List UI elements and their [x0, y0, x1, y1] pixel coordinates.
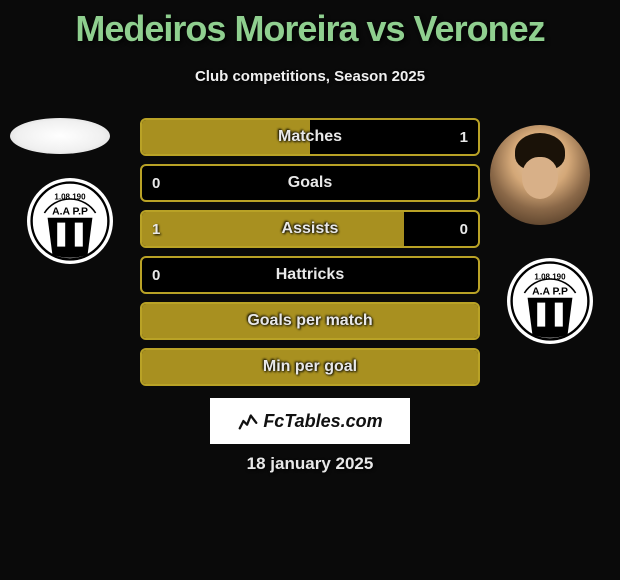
fctables-label: FcTables.com	[263, 411, 382, 432]
stat-label: Hattricks	[142, 258, 478, 292]
stat-row: Goals per match	[140, 302, 480, 340]
stat-row: 1Matches	[140, 118, 480, 156]
svg-text:A.A P.P: A.A P.P	[52, 207, 88, 218]
fctables-watermark: FcTables.com	[210, 398, 410, 444]
svg-text:A.A P.P: A.A P.P	[532, 287, 568, 298]
fctables-icon	[237, 410, 259, 432]
stat-label: Min per goal	[142, 350, 478, 384]
stat-row: 0Hattricks	[140, 256, 480, 294]
stat-row: 0Goals	[140, 164, 480, 202]
subtitle: Club competitions, Season 2025	[0, 68, 620, 85]
page-title: Medeiros Moreira vs Veronez	[0, 0, 620, 50]
club-logo-left: 1.08.190 A.A P.P	[27, 178, 113, 264]
club-crest-icon: 1.08.190 A.A P.P	[30, 181, 110, 261]
stat-label: Goals	[142, 166, 478, 200]
svg-text:1.08.190: 1.08.190	[54, 192, 86, 201]
stat-row: Min per goal	[140, 348, 480, 386]
club-crest-icon: 1.08.190 A.A P.P	[510, 261, 590, 341]
stat-label: Matches	[142, 120, 478, 154]
date-label: 18 january 2025	[0, 454, 620, 474]
stat-row: 10Assists	[140, 210, 480, 248]
club-logo-right: 1.08.190 A.A P.P	[507, 258, 593, 344]
stat-label: Assists	[142, 212, 478, 246]
stat-label: Goals per match	[142, 304, 478, 338]
player-photo-left	[10, 118, 110, 154]
stats-area: 1Matches 0Goals 10Assists 0Hattricks Goals p…	[140, 118, 480, 394]
player-photo-right	[490, 125, 590, 225]
svg-text:1.08.190: 1.08.190	[534, 272, 566, 281]
